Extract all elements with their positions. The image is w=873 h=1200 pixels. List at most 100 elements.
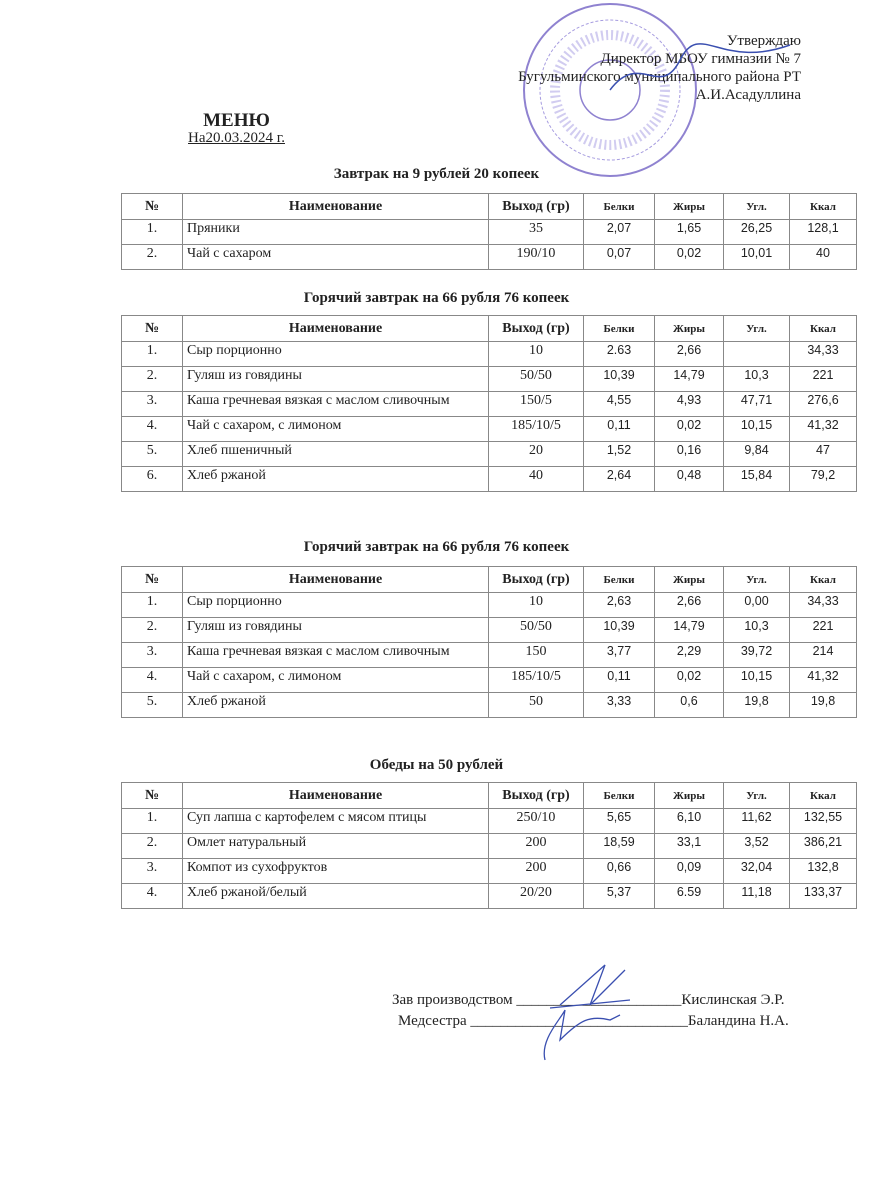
cell-fat: 0,16 xyxy=(654,441,724,467)
cell-kcal: 41,32 xyxy=(789,667,857,693)
cell-carb: 10,15 xyxy=(723,667,790,693)
cell-kcal: 47 xyxy=(789,441,857,467)
table-row: 2. Омлет натуральный 200 18,59 33,1 3,52 386,2… xyxy=(121,833,857,859)
cell-fat: 14,79 xyxy=(654,617,724,643)
table-row: 2. Гуляш из говядины 50/50 10,39 14,79 10,3 22… xyxy=(121,366,857,392)
cell-num: 4. xyxy=(121,667,183,693)
cell-name: Компот из сухофруктов xyxy=(182,858,489,884)
cell-kcal: 214 xyxy=(789,642,857,668)
cell-name: Чай с сахаром, с лимоном xyxy=(182,667,489,693)
cell-num: 3. xyxy=(121,391,183,417)
cell-prot: 2,63 xyxy=(583,592,655,618)
cell-num: 1. xyxy=(121,341,183,367)
cell-out: 10 xyxy=(488,592,584,618)
cell-kcal: 132,8 xyxy=(789,858,857,884)
cell-out: 185/10/5 xyxy=(488,416,584,442)
cell-num: 1. xyxy=(121,219,183,245)
cell-num: 2. xyxy=(121,244,183,270)
table-row: 1. Суп лапша с картофелем с мясом птицы 25… xyxy=(121,808,857,834)
cell-name: Гуляш из говядины xyxy=(182,366,489,392)
cell-prot: 10,39 xyxy=(583,617,655,643)
cell-out: 40 xyxy=(488,466,584,492)
cell-num: 2. xyxy=(121,366,183,392)
cell-fat: 6,10 xyxy=(654,808,724,834)
menu-date: На20.03.2024 г. xyxy=(188,130,285,146)
section-title: Завтрак на 9 рублей 20 копеек xyxy=(333,166,540,182)
cell-num: 1. xyxy=(121,808,183,834)
header-prot: Белки xyxy=(583,566,655,593)
cell-kcal: 19,8 xyxy=(789,692,857,718)
header-kcal: Ккал xyxy=(789,315,857,342)
cell-kcal: 132,55 xyxy=(789,808,857,834)
cell-prot: 4,55 xyxy=(583,391,655,417)
header-prot: Белки xyxy=(583,315,655,342)
cell-name: Хлеб ржаной/белый xyxy=(182,883,489,909)
cell-name: Каша гречневая вязкая с маслом сливочным xyxy=(182,391,489,417)
cell-prot: 0,66 xyxy=(583,858,655,884)
cell-prot: 0,07 xyxy=(583,244,655,270)
cell-fat: 4,93 xyxy=(654,391,724,417)
header-fat: Жиры xyxy=(654,315,724,342)
cell-prot: 1,52 xyxy=(583,441,655,467)
cell-num: 3. xyxy=(121,858,183,884)
cell-prot: 3,33 xyxy=(583,692,655,718)
cell-fat: 0,02 xyxy=(654,416,724,442)
header-kcal: Ккал xyxy=(789,566,857,593)
header-fat: Жиры xyxy=(654,566,724,593)
table-row: 1. Сыр порционно 10 2.63 2,66 34,33 xyxy=(121,341,857,367)
cell-prot: 2,64 xyxy=(583,466,655,492)
cell-fat: 0,48 xyxy=(654,466,724,492)
cell-carb: 10,3 xyxy=(723,366,790,392)
header-prot: Белки xyxy=(583,782,655,809)
cell-prot: 5,65 xyxy=(583,808,655,834)
header-name: Наименование xyxy=(182,782,489,809)
cell-prot: 3,77 xyxy=(583,642,655,668)
signature-line-production: Зав производством ______________________… xyxy=(392,992,785,1008)
cell-prot: 5,37 xyxy=(583,883,655,909)
cell-prot: 18,59 xyxy=(583,833,655,859)
table-row: 3. Каша гречневая вязкая с маслом сливочн… xyxy=(121,642,857,668)
section-title: Горячий завтрак на 66 рубля 76 копеек xyxy=(303,539,570,555)
cell-carb xyxy=(723,341,790,367)
header-out: Выход (гр) xyxy=(488,193,584,220)
cell-name: Хлеб ржаной xyxy=(182,692,489,718)
cell-prot: 0,11 xyxy=(583,667,655,693)
header-fat: Жиры xyxy=(654,782,724,809)
table-header: № Наименование Выход (гр) Белки Жиры Угл. Ккал xyxy=(121,566,857,593)
header-num: № xyxy=(121,782,183,809)
header-carb: Угл. xyxy=(723,566,790,593)
table-row: 5. Хлеб пшеничный 20 1,52 0,16 9,84 47 xyxy=(121,441,857,467)
signature-line-nurse: Медсестра _____________________________Б… xyxy=(398,1013,789,1029)
cell-fat: 0,02 xyxy=(654,244,724,270)
menu-table: № Наименование Выход (гр) Белки Жиры Угл. Ккал… xyxy=(121,782,857,909)
signature-name: Баландина Н.А. xyxy=(687,1013,789,1029)
header-name: Наименование xyxy=(182,193,489,220)
cell-num: 4. xyxy=(121,416,183,442)
cell-fat: 0,6 xyxy=(654,692,724,718)
cell-prot: 2,07 xyxy=(583,219,655,245)
cell-out: 200 xyxy=(488,833,584,859)
approval-block: Утверждаю Директор МБОУ гимназии № 7 Буг… xyxy=(518,32,801,104)
header-prot: Белки xyxy=(583,193,655,220)
cell-name: Каша гречневая вязкая с маслом сливочным xyxy=(182,642,489,668)
cell-name: Хлеб ржаной xyxy=(182,466,489,492)
header-num: № xyxy=(121,193,183,220)
cell-fat: 2,66 xyxy=(654,592,724,618)
cell-out: 35 xyxy=(488,219,584,245)
cell-carb: 19,8 xyxy=(723,692,790,718)
cell-kcal: 34,33 xyxy=(789,592,857,618)
cell-fat: 0,09 xyxy=(654,858,724,884)
table-header: № Наименование Выход (гр) Белки Жиры Угл. Ккал xyxy=(121,193,857,220)
table-header: № Наименование Выход (гр) Белки Жиры Угл. Ккал xyxy=(121,782,857,809)
cell-fat: 0,02 xyxy=(654,667,724,693)
cell-carb: 32,04 xyxy=(723,858,790,884)
cell-fat: 2,29 xyxy=(654,642,724,668)
cell-kcal: 79,2 xyxy=(789,466,857,492)
cell-fat: 2,66 xyxy=(654,341,724,367)
header-kcal: Ккал xyxy=(789,782,857,809)
handwritten-signatures xyxy=(543,964,631,1061)
cell-num: 2. xyxy=(121,617,183,643)
header-name: Наименование xyxy=(182,315,489,342)
cell-prot: 10,39 xyxy=(583,366,655,392)
cell-kcal: 34,33 xyxy=(789,341,857,367)
